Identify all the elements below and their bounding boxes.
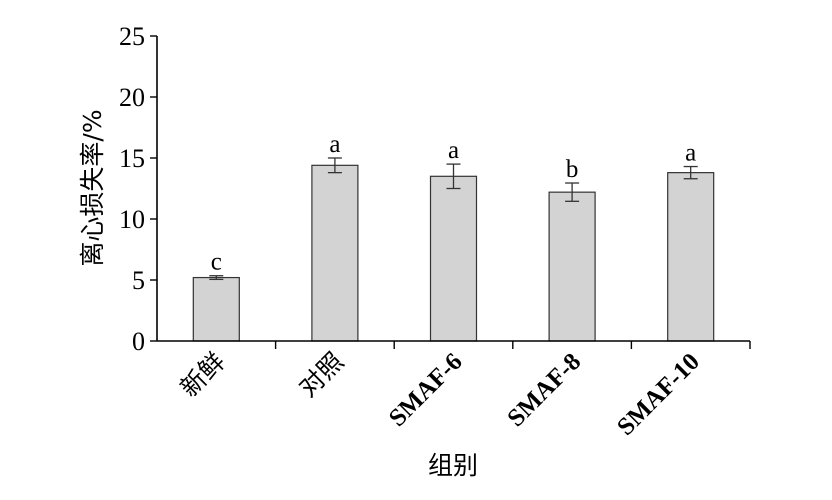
y-axis-ticks: 0 5 10 15 20 25 [119, 22, 157, 356]
x-tick-label: SMAF-10 [612, 348, 705, 441]
bar [667, 172, 715, 342]
x-tick-label: SMAF-6 [384, 348, 468, 432]
significance-label: c [211, 249, 222, 276]
x-tick-label: 新鲜 [175, 347, 230, 402]
significance-label: a [448, 137, 459, 164]
y-axis-label: 离心损失率/% [78, 109, 107, 266]
y-tick-label: 10 [119, 205, 145, 234]
bar [548, 191, 596, 342]
x-tick-label: SMAF-8 [502, 348, 586, 432]
bar [311, 164, 359, 342]
bars-group: c a a b a [192, 131, 715, 342]
bar [429, 175, 478, 342]
x-axis-ticks: 新鲜 对照 SMAF-6 SMAF-8 SMAF-10 [175, 341, 751, 441]
significance-label: a [329, 131, 340, 158]
x-tick-label: 对照 [294, 347, 349, 402]
y-tick-label: 5 [132, 266, 145, 295]
significance-label: b [566, 156, 579, 183]
bar [192, 276, 240, 342]
y-tick-label: 25 [119, 22, 145, 51]
significance-label: a [685, 140, 696, 167]
y-tick-label: 20 [119, 83, 145, 112]
y-tick-label: 0 [132, 327, 145, 356]
x-axis-label: 组别 [428, 451, 478, 480]
y-tick-label: 15 [119, 144, 145, 173]
